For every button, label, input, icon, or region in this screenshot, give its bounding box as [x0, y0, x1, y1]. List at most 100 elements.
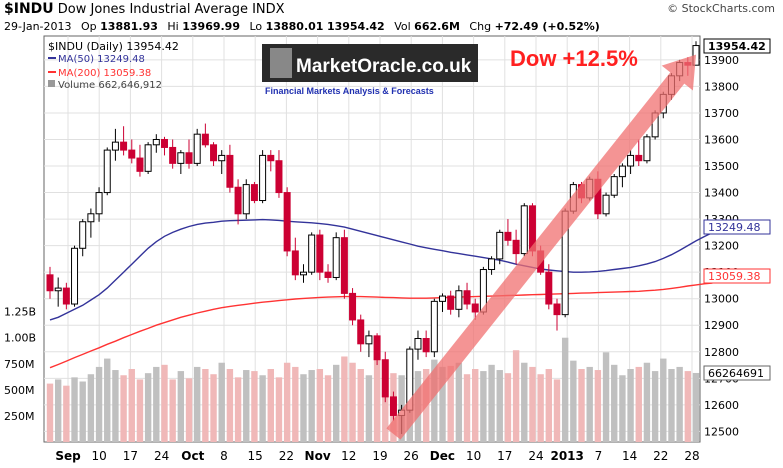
- volume-bar: [651, 371, 659, 442]
- volume-bar: [570, 360, 577, 442]
- volume-bar: [594, 370, 602, 442]
- price-tick-label: 13800: [704, 80, 739, 93]
- volume-bar: [521, 362, 528, 442]
- watermark-logo: MarketOracle.co.uk Financial Markets Ana…: [262, 44, 478, 96]
- candle-body: [381, 359, 389, 398]
- date-tick-label: Sep: [55, 449, 81, 463]
- candle-body: [95, 192, 103, 215]
- candle-body: [185, 152, 193, 164]
- open-value: 13881.93: [100, 20, 158, 33]
- candle-body: [234, 186, 242, 215]
- candle-body: [152, 138, 160, 146]
- volume-bar: [79, 381, 86, 442]
- vol-label: Vol: [394, 20, 411, 33]
- candle-body: [308, 234, 316, 273]
- volume-bar: [611, 364, 618, 442]
- candle-body: [291, 250, 299, 276]
- volume-bar: [333, 364, 340, 442]
- volume-bar: [185, 378, 193, 442]
- volume-bar: [602, 352, 610, 442]
- candle-body: [332, 237, 340, 278]
- ma50-series: [49, 218, 713, 321]
- date-tick-label: 2013: [550, 449, 583, 463]
- legend-price: $INDU (Daily) 13954.42: [48, 40, 179, 53]
- candle-body: [160, 138, 168, 148]
- candle-body: [169, 146, 177, 164]
- volume-bar: [144, 373, 152, 442]
- candle-body: [144, 144, 152, 172]
- chg-label: Chg: [469, 20, 492, 33]
- volume-bar: [128, 369, 135, 442]
- volume-bar: [308, 370, 315, 442]
- logo-box: [262, 44, 478, 82]
- candle-body: [111, 141, 119, 151]
- volume-bar: [243, 370, 250, 442]
- candle-body: [602, 194, 610, 215]
- price-tick-label: 13200: [704, 240, 739, 253]
- date-tick-label: 17: [497, 449, 512, 463]
- price-tick-label: 12800: [704, 346, 739, 359]
- candle-body: [128, 149, 136, 159]
- ma200-tag: 13059.38: [703, 268, 771, 284]
- volume-bar: [692, 372, 700, 442]
- candle-body: [87, 213, 95, 223]
- candle-body: [267, 154, 275, 162]
- volume-bar: [218, 362, 225, 442]
- candle-body: [349, 292, 357, 321]
- candle-body: [226, 154, 234, 188]
- volume-bar: [455, 362, 463, 442]
- candle-body: [275, 160, 283, 194]
- legend-volume-swatch: [48, 80, 55, 87]
- candle-body: [504, 231, 512, 241]
- candle-body: [120, 141, 128, 151]
- date-tick-label: 26: [404, 449, 419, 463]
- price-tick-label: 12500: [704, 425, 739, 438]
- volume-axis: 1.25B 1.00B 750M 500M 250M: [4, 306, 36, 423]
- candle-body: [46, 274, 54, 292]
- date-tick-label: Dec: [430, 449, 455, 463]
- candle-body: [210, 144, 218, 162]
- volume-bar: [300, 374, 307, 442]
- volume-bar: [259, 375, 266, 442]
- legend-ma50: MA(50) 13249.48: [58, 54, 145, 65]
- volume-bar: [104, 358, 111, 442]
- last-price-box: [703, 38, 771, 54]
- volume-tick-label: 500M: [4, 384, 35, 397]
- logo-text: MarketOracle.co.uk: [296, 56, 472, 77]
- brand-credit: © StockCharts.com: [667, 2, 775, 15]
- volume-bar: [561, 337, 569, 442]
- volume-bars: [46, 337, 700, 442]
- candle-body: [193, 133, 201, 164]
- volume-bar: [365, 375, 373, 442]
- candle-body: [447, 295, 455, 310]
- date-tick-label: 10: [92, 449, 107, 463]
- volume-bar: [161, 364, 168, 442]
- volume-bar: [463, 374, 471, 442]
- candle-body: [71, 247, 79, 305]
- volume-bar: [120, 375, 127, 442]
- volume-tag: 66264691: [703, 365, 771, 381]
- volume-bar: [177, 371, 185, 442]
- volume-bar: [112, 370, 119, 442]
- volume-bar: [627, 369, 634, 442]
- ma50-tag-box: [703, 219, 771, 235]
- ma50-line: [49, 218, 713, 321]
- candle-body: [643, 136, 651, 162]
- volume-bar: [431, 359, 438, 442]
- date-tick-label: 24: [528, 449, 543, 463]
- candle-body: [177, 152, 185, 164]
- date-tick-label: 19: [372, 449, 387, 463]
- price-tick-label: 12900: [704, 319, 739, 332]
- candle-body: [520, 205, 528, 255]
- logo-tagline: Financial Markets Analysis & Forecasts: [265, 86, 434, 96]
- candle-body: [488, 258, 496, 271]
- candle-body: [54, 287, 62, 292]
- volume-bar: [275, 377, 283, 442]
- volume-bar: [283, 362, 291, 442]
- index-name: Dow Jones Industrial Average: [57, 2, 248, 17]
- price-tick-label: 13600: [704, 133, 739, 146]
- ma200-series: [49, 282, 713, 369]
- candle-body: [496, 231, 504, 260]
- open-label: Op: [81, 20, 97, 33]
